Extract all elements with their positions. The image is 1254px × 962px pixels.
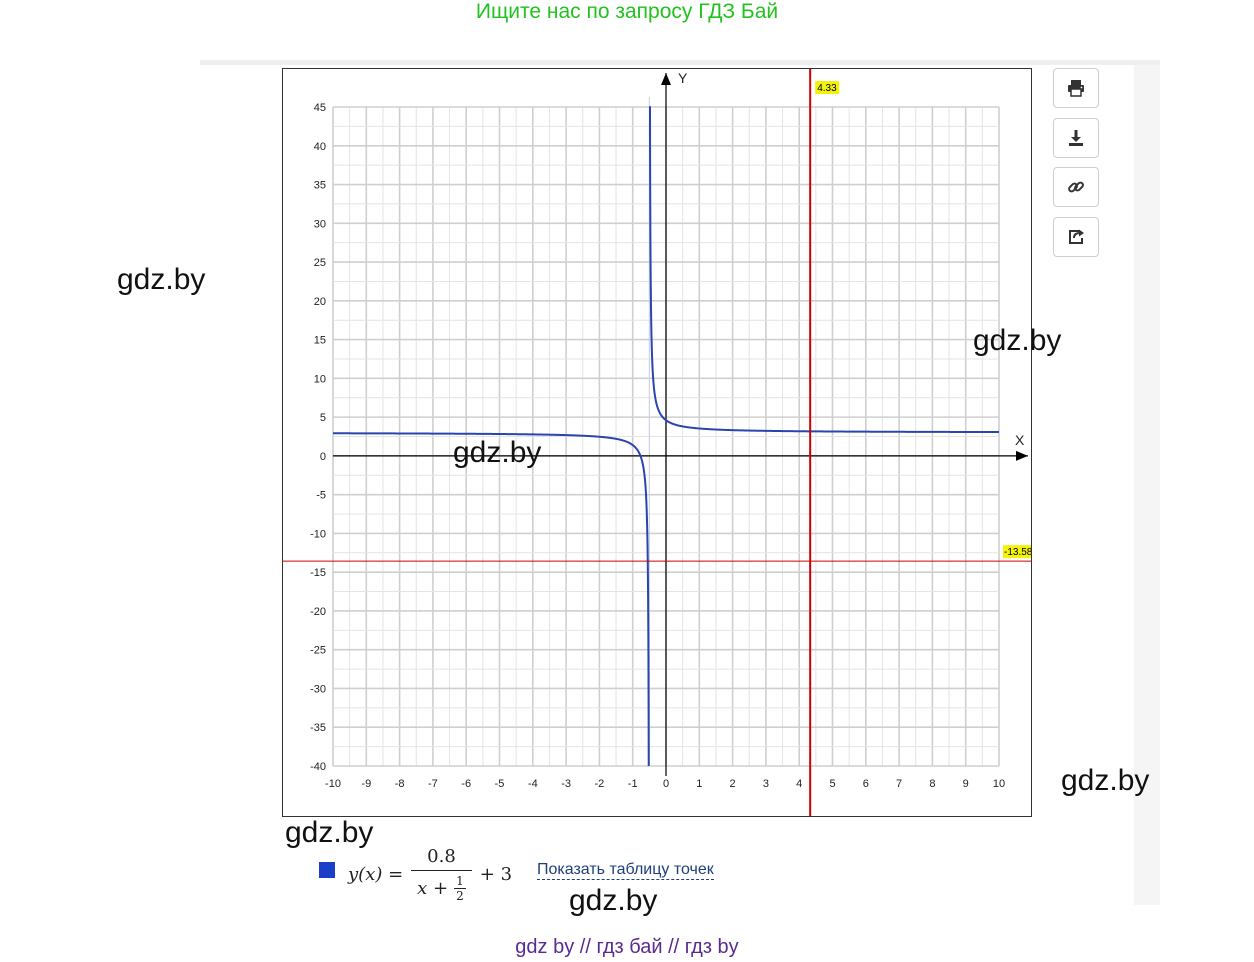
formula-denominator-x: x +: [417, 877, 449, 899]
formula-half: 1 2: [454, 874, 466, 903]
x-tick-label: -2: [595, 778, 605, 790]
x-tick-label: 9: [963, 778, 969, 790]
x-tick-label: 3: [763, 778, 769, 790]
formula-plus-term: + 3: [479, 863, 513, 885]
share-icon: [1069, 229, 1084, 244]
y-tick-label: 35: [314, 180, 326, 192]
curve-right-branch: [648, 106, 999, 434]
y-tick-label: 30: [314, 218, 326, 230]
x-tick-label: 0: [663, 778, 669, 790]
x-tick-label: -3: [561, 778, 571, 790]
function-graph-svg[interactable]: XY-10 -9 -8 -7 -6 -5 -4 -3 -2 -1 0 1 2 3 4 5 6 7 8 9 1045403…: [283, 69, 1032, 817]
formula-half-num: 1: [456, 873, 464, 888]
watermark: gdz.by: [117, 263, 206, 296]
formula-half-den: 2: [454, 887, 466, 903]
y-tick-label: -40: [310, 761, 326, 773]
y-axis-arrow: [661, 73, 671, 85]
y-tick-label: -25: [310, 645, 326, 657]
x-axis-arrow: [1016, 450, 1028, 461]
x-tick-label: -5: [495, 778, 505, 790]
x-tick-label: 4: [796, 778, 802, 790]
print-button[interactable]: [1053, 68, 1099, 108]
y-tick-label: 20: [314, 296, 326, 308]
link-button[interactable]: [1053, 167, 1099, 207]
y-tick-label: 10: [314, 373, 326, 385]
x-tick-label: -4: [528, 778, 538, 790]
y-axis-label: Y: [678, 70, 688, 86]
panel-top-border: [200, 60, 1160, 65]
x-tick-label: -9: [361, 778, 371, 790]
search-banner: Ищите нас по запросу ГДЗ Бай: [475, 0, 779, 23]
watermark: gdz.by: [453, 436, 542, 469]
x-tick-label: 1: [696, 778, 702, 790]
watermark: gdz.by: [285, 816, 374, 849]
crosshair-x-label-bg: [815, 81, 840, 94]
watermark: gdz.by: [569, 884, 658, 917]
y-tick-label: -35: [310, 722, 326, 734]
footer-text: gdz by // гдз бай // гдз by: [515, 936, 739, 958]
x-tick-label: 6: [863, 778, 869, 790]
y-tick-label: 25: [314, 257, 326, 269]
y-tick-label: 5: [320, 412, 326, 424]
formula-fraction: 0.8 x + 1 2: [411, 846, 472, 903]
x-tick-label: 10: [993, 778, 1005, 790]
crosshair-y-label-bg: [1003, 545, 1031, 559]
download-icon: [1069, 130, 1083, 146]
x-tick-label: -10: [325, 778, 341, 790]
crosshair-x-label: 4.33: [817, 83, 837, 94]
y-tick-label: -20: [310, 606, 326, 618]
share-button[interactable]: [1053, 217, 1099, 257]
x-tick-label: 2: [730, 778, 736, 790]
formula-numerator: 0.8: [427, 845, 456, 867]
y-tick-label: -15: [310, 567, 326, 579]
y-tick-label: 15: [314, 335, 326, 347]
x-tick-label: 5: [829, 778, 835, 790]
curve-left-branch: [333, 432, 650, 766]
graph-plot-area[interactable]: X Y -10 -9 -8 -7 -6 -5 -4 -3 -2 -1 0 1 2 3 4 5 6 7 8 9 10 45 40 3…: [282, 68, 1032, 817]
formula-lhs: y(x) =: [348, 863, 404, 885]
y-tick-label: 40: [314, 141, 326, 153]
x-tick-label: -7: [428, 778, 438, 790]
x-axis-label: X: [1015, 432, 1025, 448]
y-tick-label: 45: [314, 102, 326, 114]
link-icon: [1068, 181, 1084, 193]
x-tick-label: -6: [461, 778, 471, 790]
function-formula: y(x) = 0.8 x + 1 2 + 3: [348, 842, 512, 906]
x-tick-label: -1: [628, 778, 638, 790]
x-tick-label: 7: [896, 778, 902, 790]
watermark: gdz.by: [973, 324, 1062, 357]
download-button[interactable]: [1053, 118, 1099, 158]
y-tick-label: 0: [320, 451, 326, 463]
legend-color-swatch: [319, 862, 335, 878]
panel-right-border: [1134, 65, 1160, 905]
y-tick-label: -5: [316, 490, 326, 502]
show-points-table-link[interactable]: Показать таблицу точек: [537, 861, 714, 880]
x-tick-label: -8: [395, 778, 405, 790]
printer-icon: [1068, 80, 1084, 97]
y-tick-label: -30: [310, 683, 326, 695]
x-tick-label: 8: [929, 778, 935, 790]
y-tick-label: -10: [310, 528, 326, 540]
formula-denominator: x + 1 2: [411, 869, 472, 903]
crosshair-y-label: -13.58: [1004, 547, 1032, 558]
watermark: gdz.by: [1061, 764, 1150, 797]
